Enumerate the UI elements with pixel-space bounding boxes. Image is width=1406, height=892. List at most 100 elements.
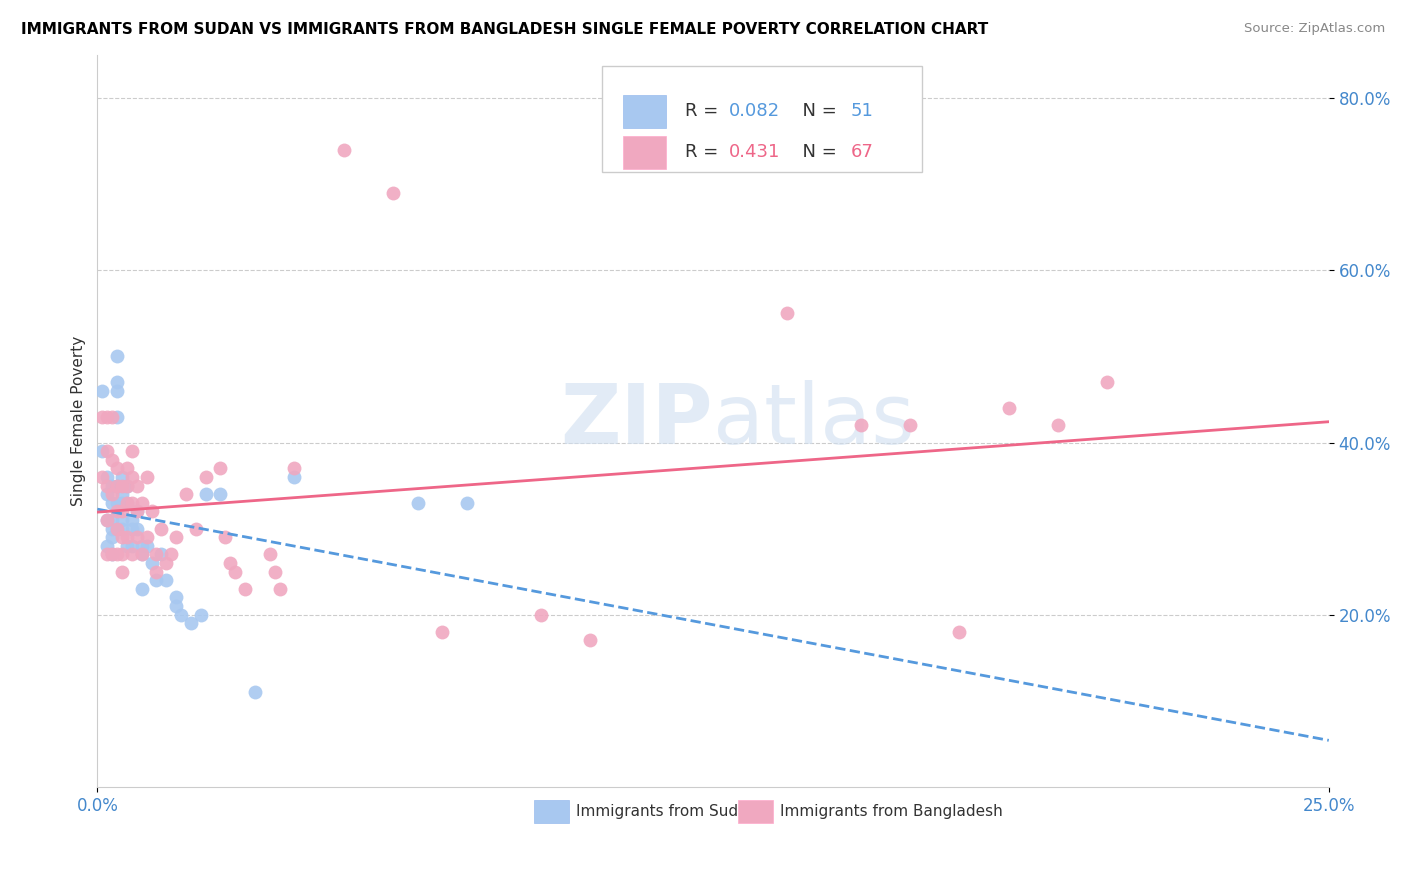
Point	[115, 496, 138, 510]
Point	[579, 633, 602, 648]
Text: ZIP: ZIP	[561, 381, 713, 461]
Y-axis label: Single Female Poverty: Single Female Poverty	[72, 336, 86, 506]
Point	[125, 530, 148, 544]
Point	[283, 470, 305, 484]
Point	[155, 556, 177, 570]
Point	[131, 496, 153, 510]
Point	[111, 530, 134, 544]
Point	[101, 452, 124, 467]
Point	[430, 624, 453, 639]
Point	[456, 496, 478, 510]
Point	[96, 513, 118, 527]
Point	[111, 504, 134, 518]
Point	[105, 376, 128, 390]
Bar	[623, 136, 666, 169]
Point	[101, 496, 124, 510]
Text: R =: R =	[685, 144, 724, 161]
Text: 51: 51	[851, 103, 875, 120]
Text: Immigrants from Sudan: Immigrants from Sudan	[576, 805, 758, 820]
Point	[125, 504, 148, 518]
Point	[91, 444, 114, 458]
Point	[1095, 376, 1118, 390]
Point	[91, 470, 114, 484]
Point	[96, 487, 118, 501]
Point	[283, 461, 305, 475]
Point	[131, 539, 153, 553]
Point	[165, 591, 187, 605]
Point	[406, 496, 429, 510]
Point	[111, 522, 134, 536]
Point	[115, 461, 138, 475]
Point	[96, 470, 118, 484]
Text: 0.431: 0.431	[730, 144, 780, 161]
Point	[105, 478, 128, 492]
Point	[145, 565, 167, 579]
Point	[96, 478, 118, 492]
Point	[101, 548, 124, 562]
Point	[101, 478, 124, 492]
Point	[111, 478, 134, 492]
Point	[96, 444, 118, 458]
Point	[121, 539, 143, 553]
Point	[530, 607, 553, 622]
Point	[125, 478, 148, 492]
Point	[121, 496, 143, 510]
Text: Immigrants from Bangladesh: Immigrants from Bangladesh	[780, 805, 1002, 820]
Point	[948, 624, 970, 639]
Point	[101, 530, 124, 544]
Point	[101, 548, 124, 562]
Point	[125, 504, 148, 518]
Point	[105, 478, 128, 492]
Point	[121, 522, 143, 536]
Bar	[738, 800, 773, 822]
Point	[115, 496, 138, 510]
Point	[150, 548, 173, 562]
Point	[101, 487, 124, 501]
Point	[105, 461, 128, 475]
Text: N =: N =	[790, 144, 842, 161]
Point	[381, 186, 404, 200]
Point	[111, 513, 134, 527]
Point	[96, 548, 118, 562]
Point	[332, 143, 354, 157]
Text: R =: R =	[685, 103, 724, 120]
Point	[115, 478, 138, 492]
Text: Source: ZipAtlas.com: Source: ZipAtlas.com	[1244, 22, 1385, 36]
Point	[165, 530, 187, 544]
Point	[111, 487, 134, 501]
Point	[115, 539, 138, 553]
Point	[776, 306, 799, 320]
Point	[180, 616, 202, 631]
Point	[105, 504, 128, 518]
Point	[135, 539, 157, 553]
Point	[165, 599, 187, 613]
Point	[997, 401, 1019, 415]
Point	[105, 548, 128, 562]
Point	[105, 384, 128, 398]
Point	[141, 504, 163, 518]
Point	[233, 582, 256, 596]
Point	[145, 548, 167, 562]
Point	[91, 409, 114, 424]
Point	[243, 685, 266, 699]
Point	[131, 582, 153, 596]
Point	[209, 487, 232, 501]
Point	[150, 522, 173, 536]
Point	[141, 556, 163, 570]
Text: N =: N =	[790, 103, 842, 120]
Bar	[623, 95, 666, 128]
Point	[121, 513, 143, 527]
Point	[111, 548, 134, 562]
Point	[121, 470, 143, 484]
Point	[224, 565, 246, 579]
Text: 0.082: 0.082	[730, 103, 780, 120]
Point	[115, 478, 138, 492]
Point	[96, 513, 118, 527]
Point	[105, 522, 128, 536]
Point	[111, 565, 134, 579]
Bar	[534, 800, 569, 822]
Point	[105, 496, 128, 510]
Point	[184, 522, 207, 536]
Point	[209, 461, 232, 475]
Point	[269, 582, 291, 596]
